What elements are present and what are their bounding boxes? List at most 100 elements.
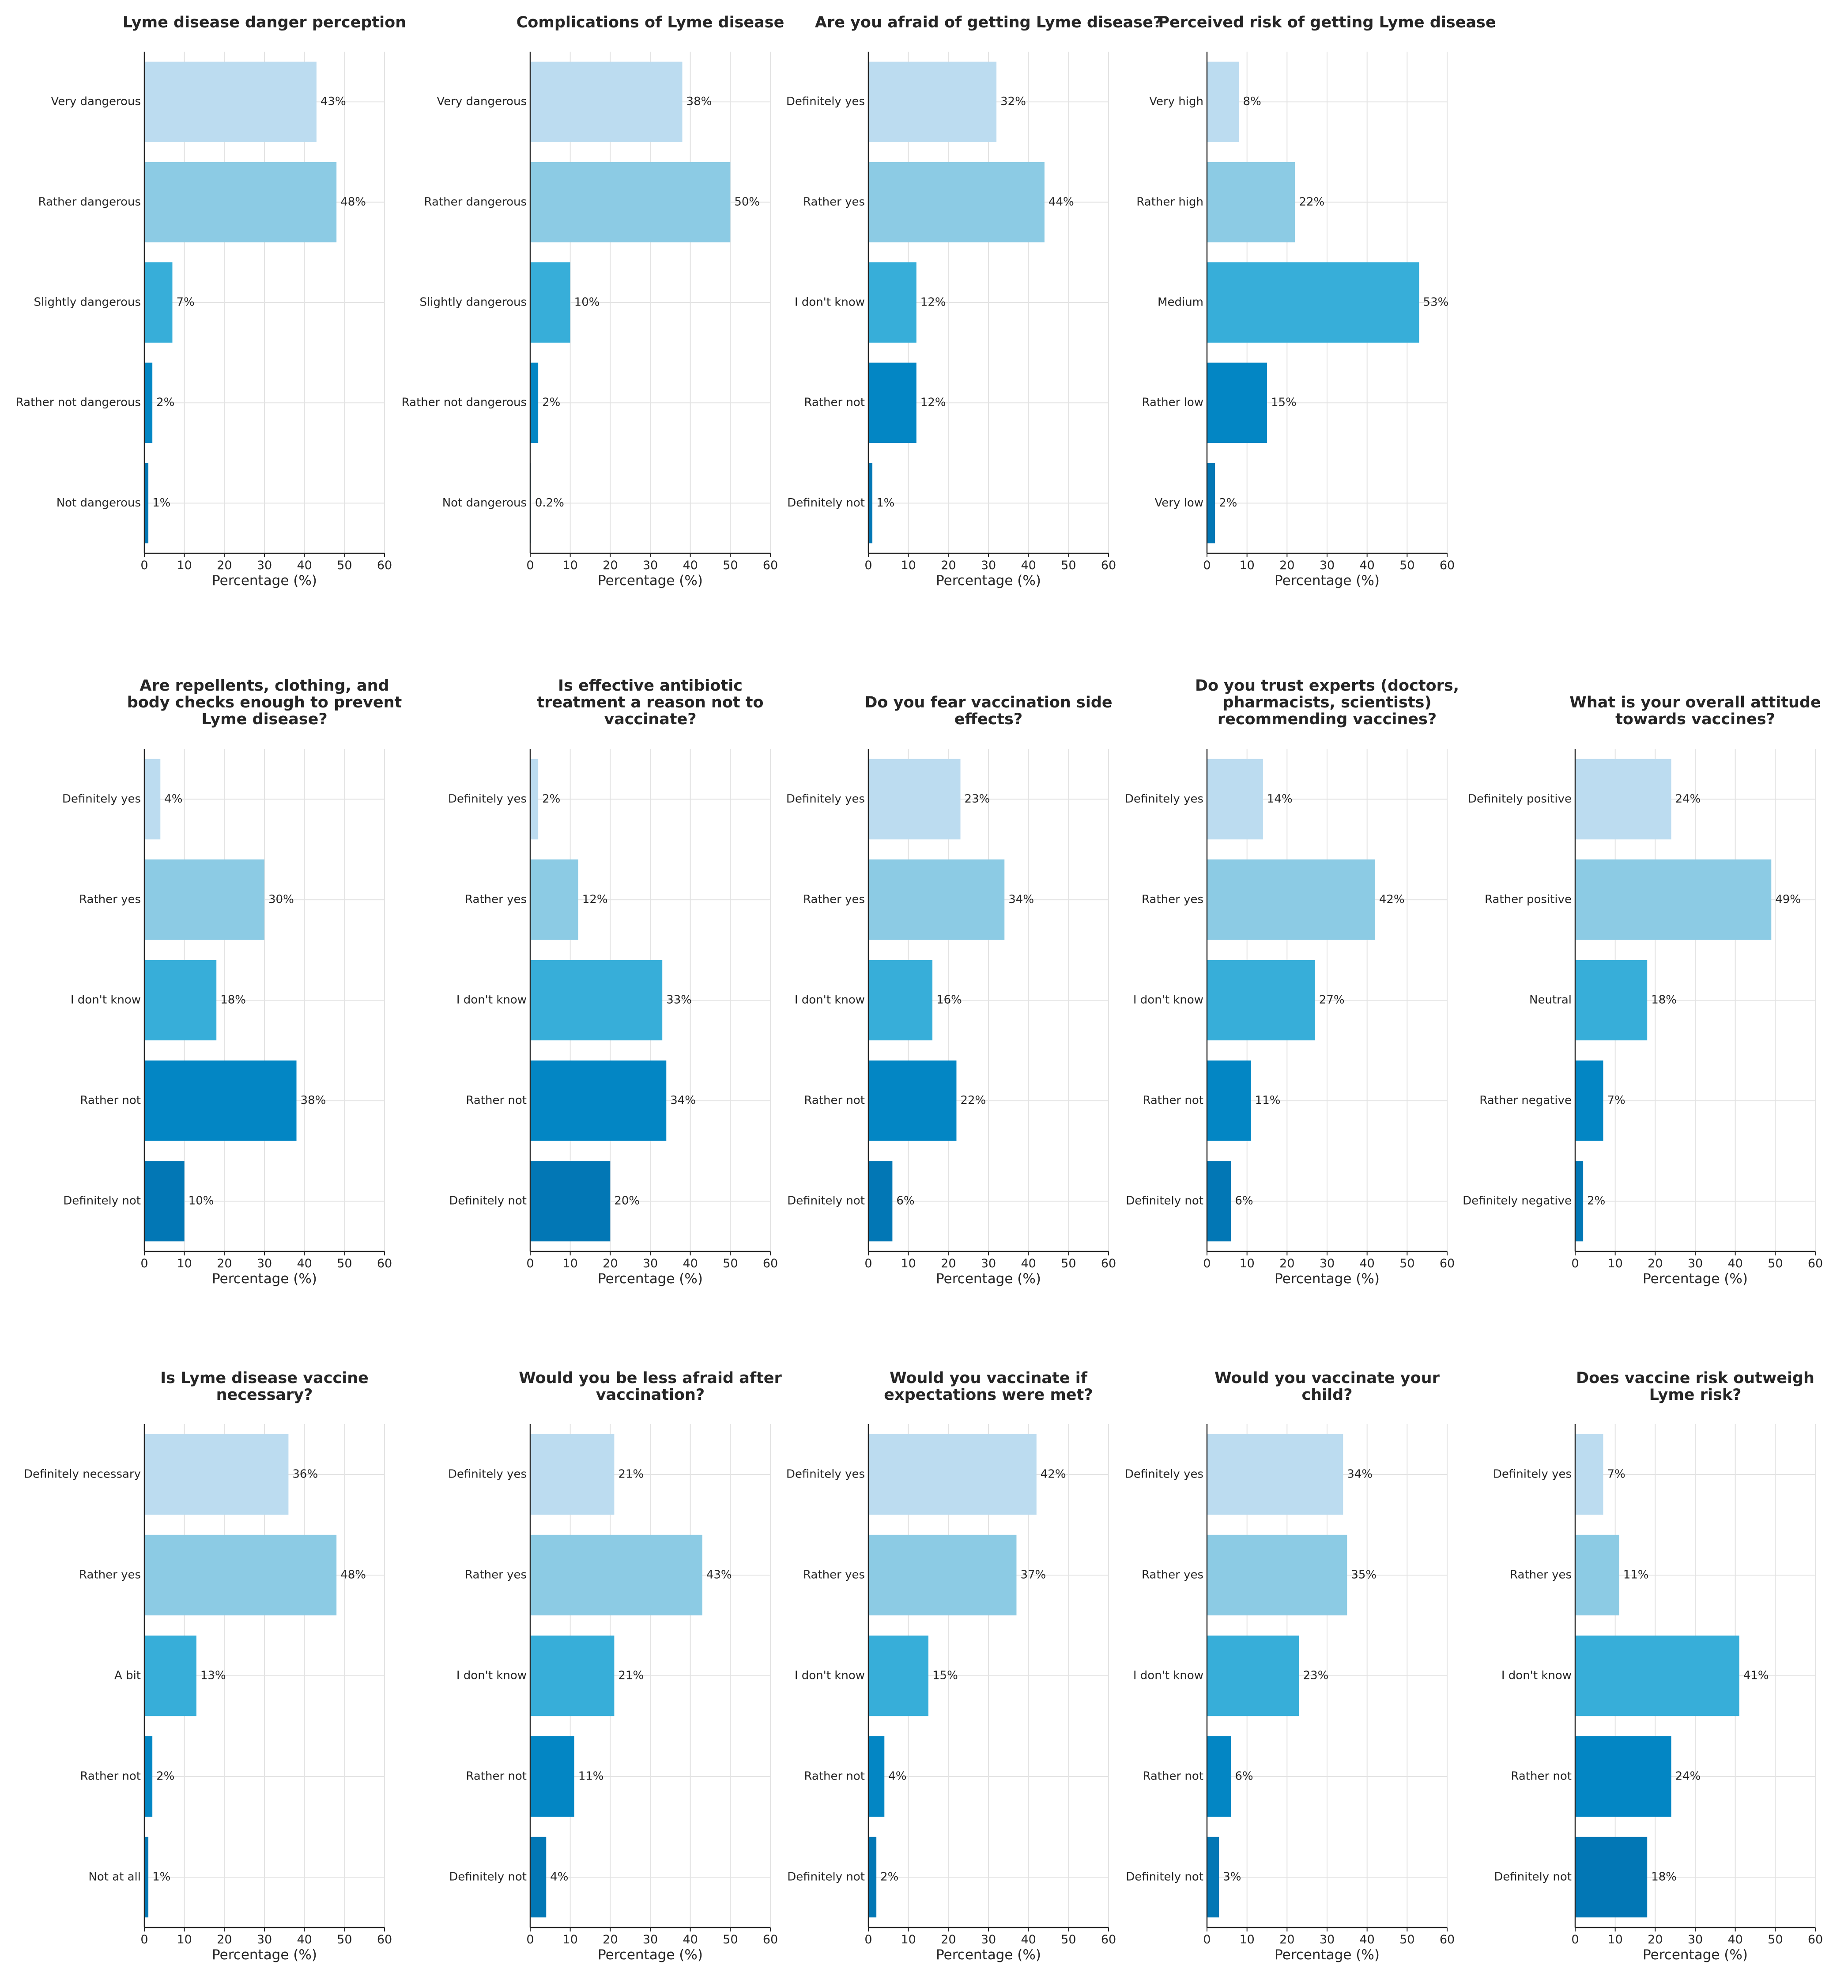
- x-tick-label: 20: [941, 1933, 956, 1946]
- bar: [1575, 1161, 1584, 1242]
- bar: [1207, 61, 1239, 142]
- x-tick-label: 40: [1021, 1933, 1036, 1946]
- x-tick-label: 40: [1359, 559, 1374, 572]
- x-tick-label: 20: [1648, 1933, 1663, 1946]
- x-tick-label: 60: [377, 559, 392, 572]
- x-tick-label: 60: [1440, 559, 1455, 572]
- data-label: 32%: [1000, 95, 1026, 108]
- x-tick-label: 40: [683, 1933, 698, 1946]
- category-label: Rather yes: [465, 1568, 527, 1582]
- category-label: Very dangerous: [437, 95, 527, 108]
- x-axis-title: Percentage (%): [212, 573, 317, 589]
- x-tick-label: 30: [643, 1257, 658, 1270]
- category-label: Rather dangerous: [424, 195, 527, 208]
- x-tick-label: 60: [377, 1257, 392, 1270]
- x-tick-label: 50: [1399, 1933, 1414, 1946]
- x-tick-label: 30: [1320, 559, 1335, 572]
- category-label: Definitely negative: [1463, 1194, 1572, 1208]
- x-tick-label: 10: [1607, 1257, 1622, 1270]
- x-tick-label: 40: [1021, 559, 1036, 572]
- category-label: I don't know: [795, 296, 865, 309]
- data-label: 18%: [1651, 1871, 1677, 1884]
- category-label: Rather high: [1136, 195, 1203, 208]
- x-axis-title: Percentage (%): [936, 1271, 1041, 1287]
- category-label: Rather not: [1143, 1094, 1203, 1107]
- chart-title: recommending vaccines?: [1218, 711, 1437, 728]
- data-label: 22%: [1299, 195, 1324, 208]
- data-label: 21%: [618, 1669, 644, 1682]
- x-tick-label: 0: [140, 1933, 148, 1946]
- x-tick-label: 10: [901, 1257, 916, 1270]
- data-label: 16%: [936, 994, 962, 1007]
- x-tick-label: 20: [603, 559, 618, 572]
- x-tick-label: 50: [1061, 559, 1076, 572]
- x-tick-label: 50: [1768, 1933, 1783, 1946]
- data-label: 2%: [156, 396, 174, 409]
- category-label: Rather not: [466, 1770, 527, 1783]
- bar: [530, 363, 539, 443]
- data-label: 48%: [340, 1568, 366, 1582]
- x-axis-title: Percentage (%): [1643, 1271, 1748, 1287]
- category-label: Definitely not: [787, 1871, 865, 1884]
- data-label: 33%: [666, 994, 692, 1007]
- bar: [1207, 1635, 1299, 1716]
- bar: [1207, 960, 1315, 1041]
- data-label: 11%: [1255, 1094, 1281, 1107]
- bar: [1207, 1534, 1347, 1616]
- data-label: 27%: [1319, 994, 1345, 1007]
- x-tick-label: 0: [526, 1933, 534, 1946]
- bar: [144, 363, 153, 443]
- bar: [144, 1837, 149, 1918]
- bar: [1207, 1161, 1231, 1242]
- data-label: 10%: [189, 1194, 214, 1208]
- data-label: 6%: [1235, 1770, 1253, 1783]
- x-tick-label: 0: [1571, 1257, 1579, 1270]
- bar: [868, 1635, 928, 1716]
- bar: [144, 960, 217, 1041]
- x-axis-title: Percentage (%): [1643, 1947, 1748, 1963]
- bar: [868, 1837, 877, 1918]
- bar: [1575, 1736, 1671, 1817]
- chart-title: vaccination?: [596, 1386, 705, 1404]
- x-tick-label: 50: [1061, 1933, 1076, 1946]
- x-tick-label: 10: [562, 559, 577, 572]
- data-label: 2%: [542, 792, 560, 805]
- bar: [868, 1434, 1037, 1515]
- data-label: 15%: [932, 1669, 958, 1682]
- data-label: 49%: [1775, 893, 1801, 906]
- chart-panel-8: Definitely yes 14% Rather yes 42% I don't kn…: [1125, 677, 1459, 1287]
- category-label: Slightly dangerous: [34, 296, 141, 309]
- chart-title: What is your overall attitude: [1569, 694, 1821, 711]
- x-tick-label: 50: [723, 1933, 738, 1946]
- chart-panel-5: Definitely yes 4% Rather yes 30% I don't kno…: [62, 677, 402, 1287]
- x-tick-label: 60: [1440, 1933, 1455, 1946]
- chart-title: Perceived risk of getting Lyme disease: [1158, 14, 1496, 31]
- data-label: 1%: [152, 496, 170, 510]
- data-label: 35%: [1351, 1568, 1377, 1582]
- data-label: 53%: [1423, 296, 1449, 309]
- bar: [530, 1837, 547, 1918]
- bar: [144, 162, 337, 242]
- category-label: Definitely positive: [1468, 792, 1572, 805]
- category-label: Definitely yes: [1493, 1468, 1572, 1481]
- x-tick-label: 20: [217, 1933, 232, 1946]
- data-label: 37%: [1020, 1568, 1046, 1582]
- chart-title: Would you be less afraid after: [519, 1369, 782, 1387]
- x-tick-label: 20: [217, 1257, 232, 1270]
- bar: [530, 1635, 615, 1716]
- category-label: Rather not: [1511, 1770, 1572, 1783]
- bar: [1575, 859, 1772, 940]
- bar: [868, 1060, 957, 1141]
- bar: [1575, 1434, 1603, 1515]
- x-tick-label: 0: [526, 1257, 534, 1270]
- data-label: 43%: [706, 1568, 732, 1582]
- x-tick-label: 40: [1359, 1933, 1374, 1946]
- chart-panel-9: Definitely positive 24% Rather positive 49%…: [1463, 694, 1823, 1287]
- bar: [144, 1060, 297, 1141]
- data-label: 36%: [292, 1468, 318, 1481]
- category-label: I don't know: [456, 1669, 527, 1682]
- chart-title: towards vaccines?: [1615, 711, 1775, 728]
- bar: [1207, 363, 1267, 443]
- x-tick-label: 50: [337, 1257, 352, 1270]
- chart-panel-13: Definitely yes 34% Rather yes 35% I don't kn…: [1125, 1369, 1455, 1963]
